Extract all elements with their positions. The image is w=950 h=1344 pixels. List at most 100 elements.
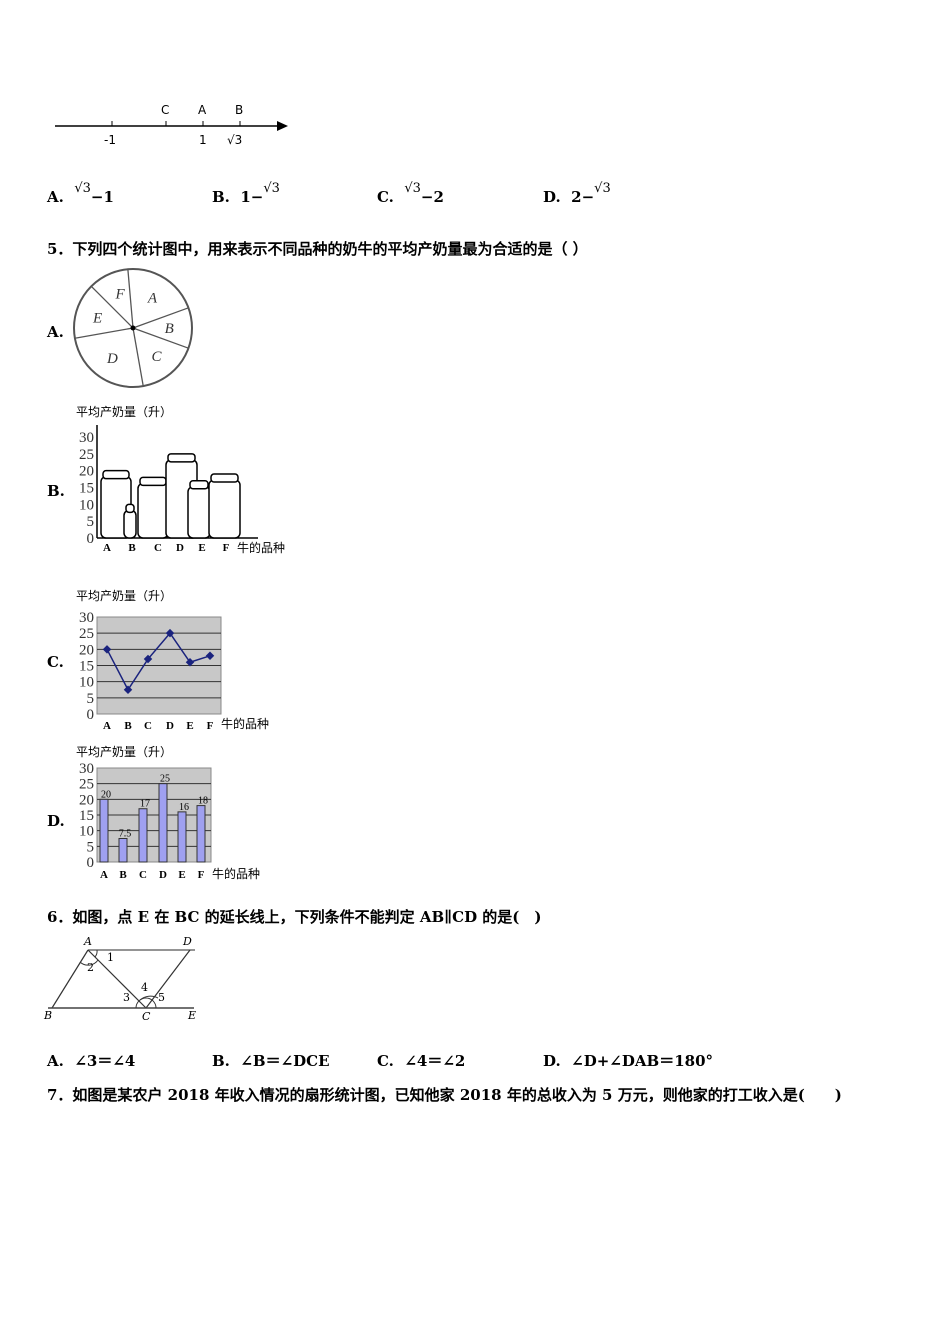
chart-c-xlabel: 牛的品种 — [221, 717, 270, 731]
option-letter: A. — [47, 1052, 64, 1070]
point-d: D — [183, 935, 192, 948]
q7-text: 7．如图是某农户 2018 年收入情况的扇形统计图，已知他家 2018 年的总收… — [47, 1086, 842, 1104]
x-tick-label: F — [207, 720, 214, 732]
point-e: E — [188, 1009, 197, 1022]
pie-slice-label: A — [147, 290, 158, 306]
pie-slice-label: E — [92, 310, 102, 326]
option-text: −1 — [90, 188, 114, 206]
pie-slice-label: F — [114, 287, 125, 303]
q6-option-b[interactable]: B. ∠B＝∠DCE — [212, 1050, 330, 1071]
x-tick-label: E — [186, 720, 193, 732]
jar-lid — [125, 503, 135, 514]
y-tick-label: 30 — [79, 610, 94, 626]
y-tick-label: 5 — [87, 691, 95, 707]
pie-slice-border — [132, 327, 189, 349]
chart-c-ylabel: 平均产奶量（升） — [76, 589, 173, 603]
x-tick-label: E — [178, 869, 185, 881]
option-letter: C. — [377, 1052, 394, 1070]
tick-label: √3 — [227, 133, 243, 147]
pie-slice-border — [132, 327, 144, 387]
option-text: ∠3＝∠4 — [74, 1052, 136, 1070]
q4-option-c[interactable]: C. √3−2 — [377, 181, 444, 206]
x-tick-label: B — [119, 869, 127, 881]
data-label: 20 — [101, 789, 111, 800]
chart-d-ylabel: 平均产奶量（升） — [76, 745, 173, 759]
point-b: B — [44, 1009, 53, 1022]
q4-option-d[interactable]: D. 2−√3 — [543, 181, 611, 206]
tick-label: -1 — [104, 133, 116, 147]
data-label: 18 — [198, 796, 208, 807]
angle-3: 3 — [123, 991, 130, 1004]
pie-center — [130, 325, 136, 331]
option-letter: B. — [212, 188, 230, 206]
q6-text: 6．如图，点 E 在 BC 的延长线上，下列条件不能判定 AB∥CD 的是( ) — [47, 908, 542, 926]
sqrt-3: √3 — [74, 181, 91, 196]
q6-option-d[interactable]: D. ∠D+∠DAB＝180° — [543, 1050, 713, 1071]
sqrt-3: √3 — [263, 181, 280, 196]
q5-option-b-letter[interactable]: B. — [47, 482, 65, 500]
y-tick-label: 10 — [79, 824, 94, 840]
y-tick-label: 25 — [79, 626, 94, 642]
data-label: 25 — [160, 774, 170, 785]
option-letter: D. — [543, 188, 561, 206]
sqrt-3: √3 — [594, 181, 611, 196]
q4-option-b[interactable]: B. 1−√3 — [212, 181, 280, 206]
q6-option-a[interactable]: A. ∠3＝∠4 — [47, 1050, 135, 1071]
y-tick-label: 5 — [87, 514, 95, 530]
bar — [158, 783, 168, 863]
bar — [196, 805, 206, 863]
sqrt-3: √3 — [404, 181, 421, 196]
option-text: −2 — [420, 188, 444, 206]
jar-lid — [102, 469, 130, 480]
jar-lid — [167, 453, 196, 463]
option-letter: A. — [47, 188, 64, 206]
pie-slice-border — [74, 327, 134, 339]
angle-4: 4 — [141, 981, 148, 994]
data-label: 7.5 — [119, 829, 132, 840]
y-tick-label: 0 — [87, 707, 95, 723]
bar — [118, 838, 128, 863]
option-letter: B. — [212, 1052, 230, 1070]
x-tick-label: D — [166, 720, 174, 732]
y-tick-label: 30 — [79, 761, 94, 777]
x-tick-label: A — [100, 869, 108, 881]
option-text: ∠D+∠DAB＝180° — [571, 1052, 714, 1070]
pie-slice-label: C — [152, 349, 163, 365]
data-label: 17 — [140, 799, 150, 810]
y-tick-label: 15 — [79, 808, 94, 824]
q5-option-a-letter[interactable]: A. — [47, 323, 64, 341]
x-tick-label: F — [198, 869, 205, 881]
chart-b-xlabel: 牛的品种 — [237, 541, 286, 555]
q6-option-c[interactable]: C. ∠4＝∠2 — [377, 1050, 465, 1071]
y-tick-label: 25 — [79, 447, 94, 463]
jar-lid — [210, 473, 239, 483]
option-letter: C. — [377, 188, 394, 206]
angle-1: 1 — [107, 951, 114, 964]
bar — [177, 811, 187, 863]
option-letter: D. — [543, 1052, 561, 1070]
point-c-label: C — [161, 103, 170, 117]
x-tick-label: D — [176, 542, 184, 554]
q4-option-a[interactable]: A. √3−1 — [47, 181, 114, 206]
x-tick-label: B — [124, 720, 132, 732]
chart-d-xlabel: 牛的品种 — [212, 867, 261, 881]
q5-option-d-letter[interactable]: D. — [47, 812, 65, 830]
y-tick-label: 0 — [87, 855, 95, 871]
point-a-label: A — [198, 103, 207, 117]
pie-slice-border — [132, 307, 189, 329]
bar — [138, 808, 148, 863]
angle-5: 5 — [158, 991, 165, 1004]
x-tick-label: C — [139, 869, 147, 881]
point-c: C — [142, 1010, 151, 1023]
option-text: ∠4＝∠2 — [404, 1052, 466, 1070]
point-b-label: B — [235, 103, 244, 117]
q5-text: 5．下列四个统计图中，用来表示不同品种的奶牛的平均产奶量最为合适的是（ ） — [47, 240, 588, 258]
y-tick-label: 10 — [79, 497, 94, 513]
y-tick-label: 20 — [79, 464, 94, 480]
x-tick-label: A — [103, 720, 111, 732]
q5-option-c-letter[interactable]: C. — [47, 653, 64, 671]
x-tick-label: D — [159, 869, 167, 881]
